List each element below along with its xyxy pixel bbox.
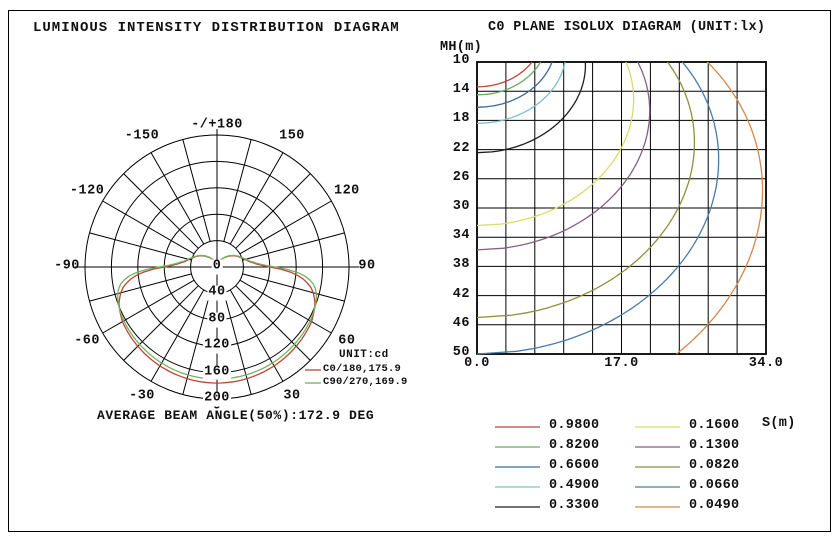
isolux-contour-0.6600: [476, 61, 553, 108]
polar-legend-entry-C90/270: C90/270,169.9: [323, 376, 408, 388]
isolux-legend-value-0.4900: 0.4900: [549, 478, 600, 493]
isolux-contour-0.0660: [476, 61, 720, 355]
isolux-legend-value-0.8200: 0.8200: [549, 438, 600, 453]
isolux-y-tick-38: 38: [452, 257, 470, 273]
polar-legend-entry-C0/180: C0/180,175.9: [323, 363, 402, 375]
isolux-y-tick-22: 22: [452, 140, 470, 156]
isolux-x-tick-34.0: 34.0: [748, 356, 784, 371]
isolux-y-tick-18: 18: [452, 111, 470, 127]
polar-angle-label-150: 150: [279, 128, 305, 144]
isolux-contour-0.4900: [476, 61, 566, 125]
polar-angle-label-120: 120: [333, 183, 360, 199]
polar-angle-label-60: 60: [338, 333, 356, 349]
report-outer-frame: [8, 10, 831, 532]
polar-angle-label-90: 90: [358, 258, 376, 274]
isolux-y-tick-46: 46: [452, 315, 470, 331]
polar-radial-label-200: 200: [203, 390, 231, 407]
isolux-x-tick-0.0: 0.0: [464, 356, 490, 371]
polar-angle-label--30: -30: [129, 388, 155, 404]
isolux-legend-value-0.0490: 0.0490: [689, 498, 740, 513]
isolux-legend-value-0.0660: 0.0660: [689, 478, 740, 493]
polar-radial-label-160: 160: [203, 364, 231, 381]
isolux-legend-value-0.1300: 0.1300: [689, 438, 740, 453]
polar-radial-label-120: 120: [203, 337, 231, 354]
polar-angle-label--120: -120: [69, 183, 105, 199]
isolux-contour-0.0820: [476, 61, 696, 319]
isolux-x-tick-17.0: 17.0: [604, 356, 639, 371]
isolux-chart-title: C0 PLANE ISOLUX DIAGRAM (UNIT:lx): [488, 20, 766, 35]
isolux-legend-value-0.0820: 0.0820: [689, 458, 740, 473]
polar-angle-label--150: -150: [124, 128, 160, 144]
isolux-legend-value-0.9800: 0.9800: [549, 418, 600, 433]
isolux-contour-0.9800: [476, 61, 533, 88]
isolux-legend-value-0.3300: 0.3300: [549, 498, 600, 513]
polar-radial-label-40: 40: [207, 284, 227, 301]
isolux-y-tick-42: 42: [452, 286, 470, 302]
average-beam-angle-caption: AVERAGE BEAM ANGLE(50%):172.9 DEG: [97, 408, 375, 423]
isolux-contour-0.8200: [476, 61, 542, 96]
polar-chart-title: LUMINOUS INTENSITY DISTRIBUTION DIAGRAM: [33, 20, 400, 36]
isolux-legend-value-0.6600: 0.6600: [549, 458, 600, 473]
isolux-contour-0.1600: [476, 61, 635, 227]
isolux-y-axis-label: MH(m): [440, 40, 483, 55]
polar-legend-unit-label: UNIT:cd: [339, 349, 389, 361]
isolux-x-axis-label: S(m): [762, 416, 796, 431]
polar-angle-label--90: -90: [54, 258, 80, 274]
polar-angle-label-30: 30: [283, 388, 301, 404]
isolux-y-tick-26: 26: [452, 169, 470, 185]
polar-radial-label-0: 0: [211, 258, 223, 275]
isolux-y-tick-14: 14: [452, 82, 470, 98]
polar-angle-label--/+180: -/+180: [191, 117, 243, 133]
isolux-plot-border: [476, 61, 767, 355]
polar-angle-label--60: -60: [74, 333, 100, 349]
isolux-contour-0.0490: [676, 61, 764, 355]
isolux-y-tick-30: 30: [452, 199, 470, 214]
isolux-legend-value-0.1600: 0.1600: [689, 418, 740, 433]
isolux-y-tick-50: 50: [452, 345, 470, 360]
isolux-contour-0.1300: [476, 61, 651, 251]
polar-radial-label-80: 80: [207, 311, 227, 328]
isolux-contour-0.3300: [476, 62, 587, 154]
isolux-y-tick-10: 10: [452, 53, 470, 68]
isolux-y-tick-34: 34: [452, 228, 470, 244]
